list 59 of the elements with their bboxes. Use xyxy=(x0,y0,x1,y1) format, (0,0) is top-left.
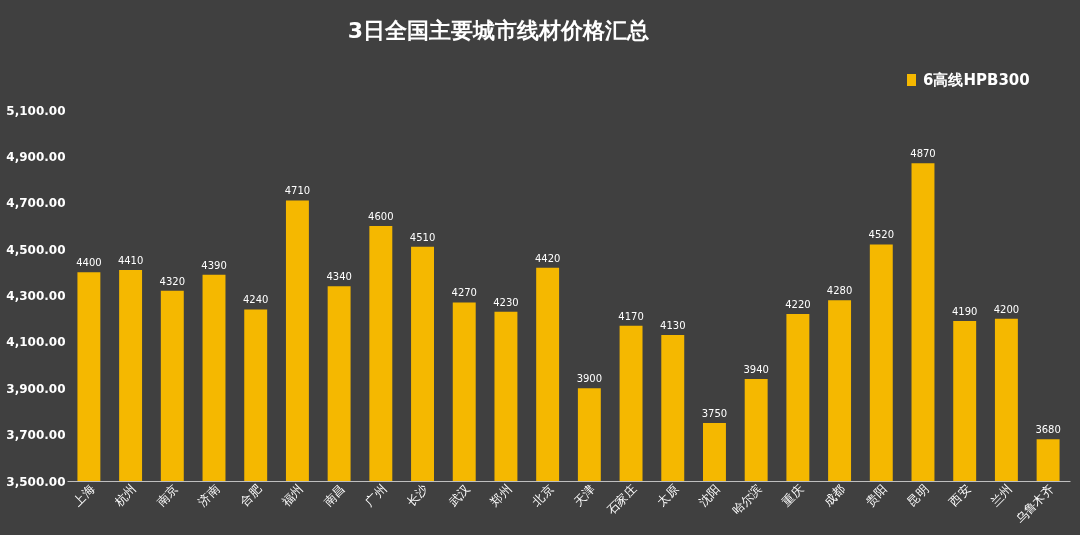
x-tick-label: 长沙 xyxy=(404,482,432,509)
x-tick-label: 天津 xyxy=(570,482,598,509)
x-tick-label: 昆明 xyxy=(904,482,932,509)
legend-label: 6高线HPB300 xyxy=(923,71,1030,89)
x-tick-label: 石家庄 xyxy=(604,482,640,518)
data-label: 4410 xyxy=(117,254,144,266)
y-tick-label: 4,500.00 xyxy=(6,242,66,257)
data-label: 4240 xyxy=(242,294,269,306)
x-tick-label: 兰州 xyxy=(988,482,1015,509)
data-label: 4280 xyxy=(826,285,853,297)
data-label: 4510 xyxy=(409,231,436,243)
data-label: 4230 xyxy=(493,296,519,308)
data-label: 4710 xyxy=(284,185,311,197)
x-tick-label: 广州 xyxy=(362,482,390,509)
x-tick-label: 武汉 xyxy=(445,482,473,509)
data-label: 4200 xyxy=(993,303,1020,315)
y-tick-label: 4,100.00 xyxy=(6,335,66,350)
y-tick-label: 4,300.00 xyxy=(6,289,66,303)
x-tick-label: 西安 xyxy=(946,482,974,509)
data-label: 4190 xyxy=(951,306,978,318)
data-label: 4220 xyxy=(785,299,811,311)
x-tick-label: 上海 xyxy=(70,482,98,509)
y-tick-label: 4,700.00 xyxy=(6,196,66,211)
data-label: 3900 xyxy=(576,373,603,385)
data-label: 4520 xyxy=(868,229,895,241)
data-label: 4420 xyxy=(534,252,561,264)
x-tick-label: 南昌 xyxy=(320,482,348,509)
y-tick-label: 4,900.00 xyxy=(6,149,66,164)
x-tick-label: 南京 xyxy=(153,482,181,509)
x-tick-label: 沈阳 xyxy=(696,482,723,509)
x-tick-label: 郑州 xyxy=(487,482,515,509)
data-label: 3750 xyxy=(701,408,728,420)
x-tick-label: 贵阳 xyxy=(862,482,890,509)
x-tick-label: 合肥 xyxy=(237,482,265,509)
x-tick-label: 重庆 xyxy=(779,482,807,509)
x-tick-label: 成都 xyxy=(821,482,849,509)
chart-title: 3日全国主要城市线材价格汇总 xyxy=(347,18,650,43)
data-label: 4270 xyxy=(451,287,477,299)
data-label: 3680 xyxy=(1035,424,1061,436)
data-label: 4170 xyxy=(618,310,644,322)
x-tick-label: 济南 xyxy=(195,482,223,509)
x-tick-label: 杭州 xyxy=(111,482,140,510)
data-label: 4130 xyxy=(660,319,686,331)
data-label: 4340 xyxy=(326,271,352,283)
x-tick-label: 太原 xyxy=(654,482,682,509)
data-label: 4400 xyxy=(76,257,102,269)
x-tick-label: 乌鲁木齐 xyxy=(1012,482,1057,526)
data-label: 3940 xyxy=(743,363,769,375)
x-tick-label: 北京 xyxy=(529,482,557,509)
y-tick-label: 3,900.00 xyxy=(6,381,66,396)
x-tick-label: 福州 xyxy=(279,482,306,509)
y-tick-label: 3,700.00 xyxy=(6,428,66,443)
x-tick-label: 哈尔滨 xyxy=(729,482,765,518)
y-tick-label: 5,100.00 xyxy=(6,103,66,118)
data-label: 4320 xyxy=(159,275,186,287)
data-label: 4870 xyxy=(910,148,936,160)
y-tick-label: 3,500.00 xyxy=(6,474,66,489)
data-label: 4600 xyxy=(368,210,394,222)
data-label: 4390 xyxy=(201,259,227,271)
